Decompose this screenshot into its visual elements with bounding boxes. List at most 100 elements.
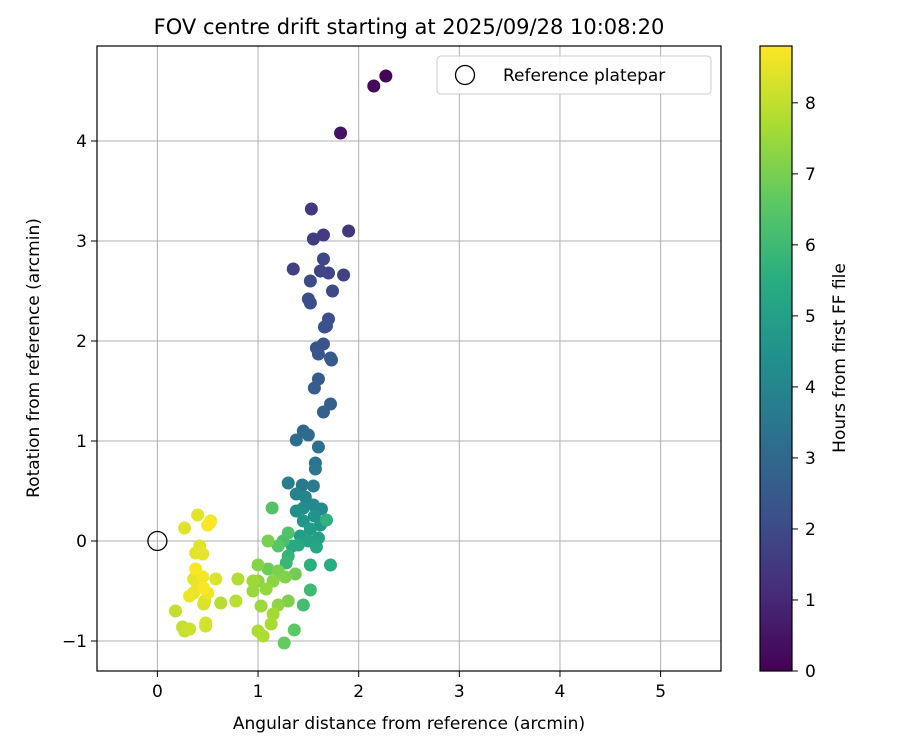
data-point — [189, 562, 203, 576]
data-point — [256, 629, 270, 643]
data-point — [246, 584, 260, 598]
data-point — [178, 521, 192, 535]
colorbar: 0 1 2 3 4 5 6 7 8 Hours from first FF file — [759, 45, 850, 682]
data-point — [303, 296, 317, 310]
y-axis-ticks: −1 0 1 2 3 4 — [62, 132, 97, 652]
data-point — [266, 607, 280, 621]
y-tick-label: 3 — [76, 232, 87, 252]
data-point — [306, 232, 320, 246]
data-point — [287, 623, 301, 637]
data-point — [303, 522, 317, 536]
x-tick-label: 2 — [353, 682, 364, 702]
data-point — [183, 589, 197, 603]
data-point — [316, 405, 330, 419]
data-point — [317, 320, 331, 334]
legend-marker — [454, 64, 476, 86]
colorbar-tick-label: 5 — [805, 307, 816, 327]
data-point — [307, 381, 321, 395]
data-point — [261, 534, 275, 548]
colorbar-tick-label: 3 — [805, 449, 816, 469]
data-point — [214, 596, 228, 610]
data-point — [323, 558, 337, 572]
data-point — [289, 433, 303, 447]
x-axis-ticks: 0 1 2 3 4 5 — [152, 671, 666, 702]
data-point — [296, 598, 310, 612]
y-tick-label: −1 — [62, 632, 87, 652]
data-point — [289, 504, 303, 518]
data-point — [196, 547, 210, 561]
data-point — [316, 252, 330, 266]
data-point — [337, 268, 351, 282]
data-point — [279, 556, 293, 570]
plot-frame — [96, 45, 722, 672]
legend-entry: Reference platepar — [503, 66, 665, 86]
data-point — [311, 440, 325, 454]
data-points — [169, 69, 393, 650]
y-axis-label: Rotation from reference (arcmin) — [24, 218, 44, 498]
data-point — [303, 558, 317, 572]
data-point — [254, 599, 268, 613]
colorbar-tick-label: 7 — [805, 165, 816, 185]
data-point — [334, 126, 348, 140]
colorbar-gradient — [760, 46, 792, 671]
data-point — [199, 616, 213, 630]
data-point — [321, 266, 335, 280]
data-point — [288, 567, 302, 581]
colorbar-label: Hours from first FF file — [830, 263, 850, 453]
data-point — [309, 540, 323, 554]
data-point — [286, 262, 300, 276]
colorbar-tick-label: 2 — [805, 520, 816, 540]
data-point — [261, 562, 275, 576]
data-point — [169, 604, 183, 618]
data-point — [311, 347, 325, 361]
data-point — [246, 574, 260, 588]
data-point — [191, 508, 205, 522]
data-point — [304, 202, 318, 216]
data-point — [278, 570, 292, 584]
colorbar-tick-label: 4 — [805, 378, 816, 398]
data-point — [197, 581, 211, 595]
data-point — [367, 79, 381, 93]
y-tick-label: 4 — [76, 132, 87, 152]
colorbar-tick-label: 1 — [805, 591, 816, 611]
data-point — [281, 526, 295, 540]
data-point — [231, 572, 245, 586]
y-tick-label: 2 — [76, 332, 87, 352]
data-point — [209, 572, 223, 586]
colorbar-tick-label: 0 — [805, 662, 816, 682]
y-tick-label: 0 — [76, 532, 87, 552]
data-point — [301, 428, 315, 442]
data-point — [277, 636, 291, 650]
y-tick-label: 1 — [76, 432, 87, 452]
data-point — [325, 353, 339, 367]
data-point — [298, 490, 312, 504]
grid-lines — [97, 46, 721, 671]
data-point — [183, 622, 197, 636]
colorbar-tick-label: 6 — [805, 236, 816, 256]
chart-title: FOV centre drift starting at 2025/09/28 … — [154, 15, 665, 39]
x-tick-label: 5 — [655, 682, 666, 702]
x-axis-label: Angular distance from reference (arcmin) — [233, 714, 585, 734]
data-point — [281, 594, 295, 608]
data-point — [251, 558, 265, 572]
data-point — [379, 69, 393, 83]
data-point — [264, 617, 278, 631]
legend: Reference platepar — [436, 55, 712, 95]
colorbar-frame — [759, 45, 793, 672]
data-point — [319, 513, 333, 527]
reference-marker-group — [147, 530, 168, 552]
data-point — [281, 476, 295, 490]
data-point — [303, 583, 317, 597]
data-point — [326, 284, 340, 298]
colorbar-tick-label: 8 — [805, 94, 816, 114]
data-point — [271, 539, 285, 553]
legend-box — [436, 55, 712, 95]
x-tick-label: 4 — [555, 682, 566, 702]
data-point — [308, 462, 322, 476]
x-tick-label: 0 — [152, 682, 163, 702]
data-point — [203, 516, 217, 530]
data-point — [229, 594, 243, 608]
data-point — [342, 224, 356, 238]
